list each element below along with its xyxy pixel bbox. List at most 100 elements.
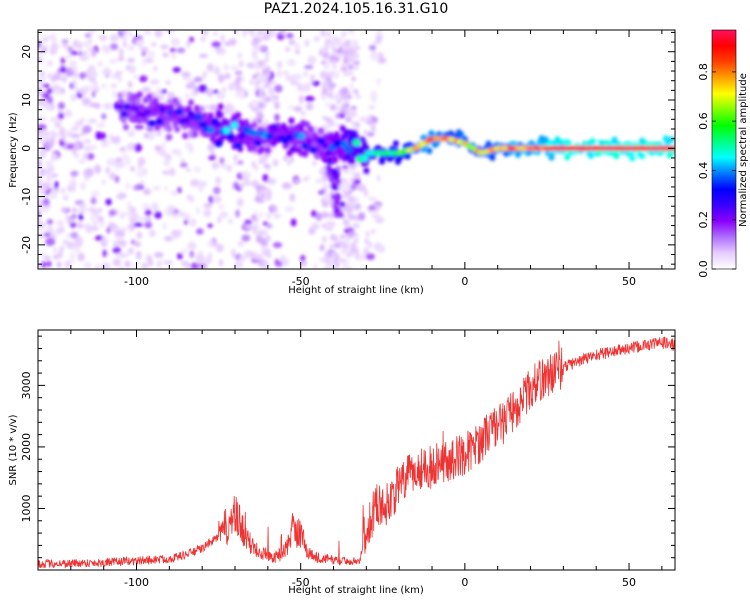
noise-speck	[340, 66, 348, 72]
ridge-core	[352, 139, 361, 147]
spectrogram-x-tick-label: -50	[292, 275, 310, 288]
noise-speck	[38, 159, 43, 168]
colorbar-tick-label: 0.0	[697, 260, 710, 278]
noise-speck	[101, 141, 109, 147]
noise-speck	[228, 38, 237, 46]
noise-speck	[119, 265, 124, 269]
noise-speck	[345, 205, 352, 213]
ridge-halo	[345, 151, 352, 159]
noise-speck	[40, 252, 45, 257]
noise-speck	[57, 102, 65, 110]
noise-speck	[239, 182, 245, 190]
noise-speck	[325, 76, 332, 82]
noise-speck	[193, 76, 203, 83]
noise-speck	[170, 212, 180, 219]
noise-speck	[119, 146, 127, 152]
ridge-halo	[207, 112, 214, 119]
noise-speck	[38, 196, 42, 203]
noise-speck	[377, 245, 386, 254]
noise-speck	[90, 197, 97, 205]
noise-speck	[101, 179, 106, 185]
ridge-peak	[555, 147, 563, 150]
noise-speck	[74, 153, 80, 159]
noise-speck	[258, 212, 264, 219]
noise-speck	[288, 105, 296, 110]
plume-speck	[328, 176, 335, 183]
noise-speck	[168, 167, 176, 177]
noise-speck	[122, 41, 128, 47]
noise-speck	[305, 102, 314, 111]
noise-speck	[137, 164, 142, 169]
noise-speck	[208, 195, 214, 204]
noise-speck	[180, 158, 186, 164]
noise-speck	[74, 87, 80, 93]
noise-speck	[70, 231, 79, 239]
noise-speck	[319, 71, 329, 79]
noise-speck	[185, 167, 191, 173]
noise-speck	[46, 219, 54, 225]
noise-speck	[207, 253, 213, 258]
noise-speck	[78, 213, 84, 221]
ridge-halo	[164, 120, 171, 128]
noise-speck	[235, 85, 243, 92]
noise-speck	[322, 86, 328, 95]
noise-speck	[372, 40, 382, 45]
ridge-halo	[611, 136, 618, 143]
noise-speck	[121, 35, 128, 42]
noise-speck	[126, 44, 135, 51]
noise-speck	[62, 239, 70, 246]
plume-speck	[332, 194, 339, 201]
noise-speck	[357, 183, 366, 192]
noise-speck	[237, 52, 243, 60]
ridge-halo	[201, 112, 208, 119]
noise-speck	[282, 70, 290, 76]
noise-speck	[251, 179, 259, 187]
noise-speck	[355, 196, 360, 203]
noise-speck	[79, 56, 87, 62]
noise-speck	[342, 30, 347, 37]
noise-speck	[370, 229, 376, 234]
ridge-peak	[548, 147, 556, 150]
noise-speck	[365, 253, 375, 260]
noise-speck	[109, 34, 119, 42]
noise-speck	[163, 260, 174, 265]
noise-speck	[286, 59, 296, 66]
ridge-core	[285, 133, 294, 141]
snr-line	[38, 336, 675, 569]
noise-speck	[260, 156, 268, 164]
noise-speck	[218, 204, 225, 210]
noise-speck	[73, 143, 79, 150]
noise-speck	[276, 60, 283, 69]
noise-speck	[207, 239, 216, 248]
noise-speck	[46, 59, 54, 67]
colorbar-tick-label: 0.2	[697, 211, 710, 229]
noise-speck	[184, 93, 189, 98]
chart-title: PAZ1.2024.105.16.31.G10	[263, 1, 449, 17]
noise-speck	[263, 94, 269, 101]
noise-speck	[208, 103, 217, 112]
noise-speck	[74, 121, 83, 127]
noise-speck	[234, 70, 243, 75]
ridge-core	[183, 116, 192, 124]
noise-speck	[127, 210, 134, 219]
noise-speck	[61, 133, 66, 142]
noise-speck	[119, 30, 128, 36]
noise-speck	[94, 165, 102, 174]
ridge-peak	[527, 147, 534, 150]
noise-speck	[81, 97, 91, 105]
noise-speck	[141, 59, 147, 65]
noise-speck	[44, 183, 51, 189]
noise-speck	[186, 40, 191, 48]
noise-speck	[315, 212, 323, 221]
noise-speck	[274, 258, 280, 267]
ridge-peak	[584, 147, 592, 150]
noise-speck	[196, 228, 204, 235]
snr-line-layer	[38, 336, 675, 569]
ridge-halo	[235, 112, 242, 119]
ridge-peak	[541, 147, 549, 150]
ridge-halo	[613, 152, 620, 160]
noise-speck	[288, 39, 296, 46]
noise-speck	[212, 195, 222, 204]
noise-speck	[90, 145, 98, 150]
